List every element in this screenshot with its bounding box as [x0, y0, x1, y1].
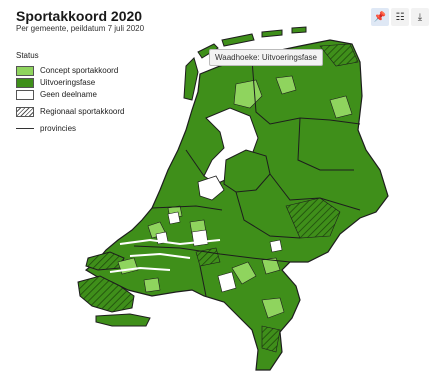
legend-item-concept[interactable]: Concept sportakkoord	[16, 65, 125, 76]
map-subtitle: Per gemeente, peildatum 7 juli 2020	[16, 24, 145, 33]
markermeer	[197, 175, 225, 201]
region-regionaal[interactable]	[261, 325, 281, 353]
region-regionaal[interactable]	[319, 43, 359, 67]
region-geen-deelname[interactable]	[217, 271, 237, 293]
tooltip: Waadhoeke: Uitvoeringsfase	[209, 49, 323, 66]
region-concept[interactable]	[329, 95, 353, 119]
wadden-islands[interactable]	[183, 26, 307, 101]
legend-swatch-regionaal	[16, 106, 34, 117]
download-icon[interactable]: ⤓	[411, 8, 429, 26]
legend-swatch-geen-deelname	[16, 89, 34, 100]
legend-label: Uitvoeringsfase	[40, 78, 96, 87]
region-regionaal[interactable]	[285, 197, 341, 239]
zeeland-flanders[interactable]	[95, 313, 151, 327]
legend: Status Concept sportakkoord Uitvoeringsf…	[16, 51, 125, 135]
zeeland[interactable]	[77, 251, 151, 327]
legend-line-swatch	[16, 128, 34, 129]
mainland[interactable]	[84, 39, 389, 371]
rivers	[109, 238, 221, 273]
region-concept[interactable]	[275, 75, 297, 95]
region-concept[interactable]	[143, 277, 161, 293]
legend-item-regionaal[interactable]: Regionaal sportakkoord	[16, 106, 125, 117]
region-regionaal[interactable]	[195, 247, 221, 267]
regionaal-regions[interactable]	[195, 43, 359, 353]
legend-label: provincies	[40, 124, 77, 133]
pin-icon[interactable]: 📌	[371, 8, 389, 26]
flevoland[interactable]	[223, 149, 271, 193]
island-schiermonnikoog[interactable]	[291, 26, 307, 34]
island-terschelling[interactable]	[221, 33, 255, 47]
legend-item-provincies: provincies	[16, 123, 125, 134]
legend-label: Geen deelname	[40, 90, 97, 99]
toolbar: 📌 ☷ ⤓	[371, 8, 429, 26]
region-concept[interactable]	[261, 257, 281, 275]
province-borders	[133, 59, 361, 297]
region-concept[interactable]	[231, 261, 257, 285]
map-title: Sportakkoord 2020	[16, 8, 143, 24]
island-vlieland[interactable]	[197, 43, 219, 59]
legend-item-geen-deelname[interactable]: Geen deelname	[16, 89, 125, 100]
legend-label: Regionaal sportakkoord	[40, 107, 125, 116]
legend-item-uitvoeringsfase[interactable]: Uitvoeringsfase	[16, 77, 125, 88]
zeeland-walcheren[interactable]	[77, 275, 135, 313]
table-icon[interactable]: ☷	[391, 8, 409, 26]
island-texel[interactable]	[183, 57, 199, 101]
legend-swatch-concept	[16, 65, 34, 76]
legend-title: Status	[16, 51, 39, 60]
region-geen-deelname[interactable]	[191, 229, 209, 247]
region-geen-deelname[interactable]	[269, 239, 283, 253]
region-geen-deelname[interactable]	[167, 211, 181, 225]
legend-label: Concept sportakkoord	[40, 66, 119, 75]
legend-swatch-uitvoeringsfase	[16, 77, 34, 88]
island-ameland[interactable]	[261, 29, 283, 38]
region-concept[interactable]	[261, 297, 285, 319]
